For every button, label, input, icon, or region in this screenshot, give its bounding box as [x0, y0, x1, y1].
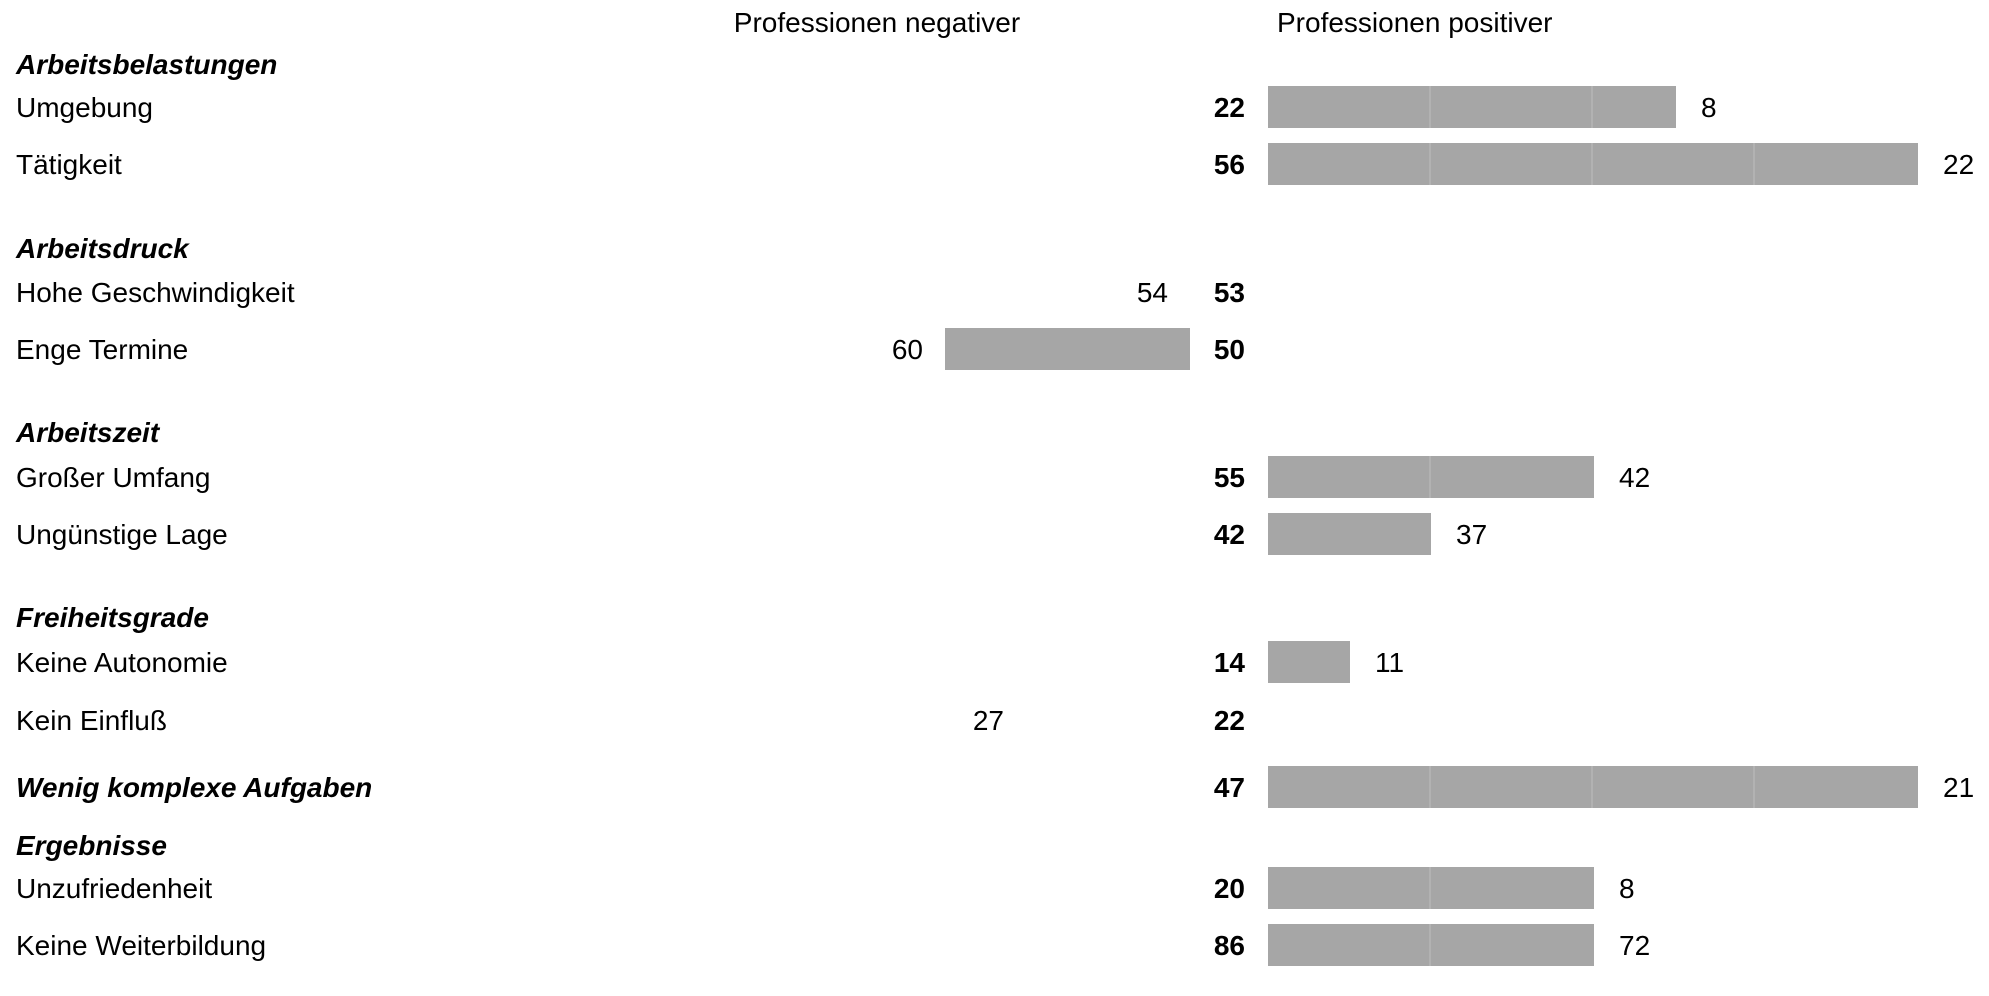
center-value-taetigkeit: 56 — [1214, 149, 1245, 180]
center-value-kein-einfluss: 22 — [1214, 705, 1245, 736]
section-label-freiheitsgrade: Freiheitsgrade — [16, 602, 209, 633]
center-value-keine-weiterbildung: 86 — [1214, 930, 1245, 961]
positive-bar-umgebung — [1268, 86, 1676, 128]
negative-value-hohe-geschwindigkeit: 54 — [1137, 277, 1168, 308]
header-professionen-positiver: Professionen positiver — [1277, 7, 1552, 38]
row-label-grosser-umfang: Großer Umfang — [16, 462, 211, 493]
center-value-unzufriedenheit: 20 — [1214, 873, 1245, 904]
negative-value-enge-termine: 60 — [892, 334, 923, 365]
row-label-keine-autonomie: Keine Autonomie — [16, 647, 228, 678]
positive-value-unguenstige-lage: 37 — [1456, 519, 1487, 550]
negative-bar-enge-termine — [945, 328, 1190, 370]
positive-value-grosser-umfang: 42 — [1619, 462, 1650, 493]
center-value-grosser-umfang: 55 — [1214, 462, 1245, 493]
section-label-arbeitsbelastungen: Arbeitsbelastungen — [15, 49, 277, 80]
row-label-taetigkeit: Tätigkeit — [16, 149, 122, 180]
positive-bar-keine-weiterbildung — [1268, 924, 1594, 966]
center-value-unguenstige-lage: 42 — [1214, 519, 1245, 550]
section-label-ergebnisse: Ergebnisse — [16, 830, 167, 861]
center-value-hohe-geschwindigkeit: 53 — [1214, 277, 1245, 308]
section-label-arbeitsdruck: Arbeitsdruck — [15, 233, 190, 264]
row-label-kein-einfluss: Kein Einfluß — [16, 705, 167, 736]
center-value-enge-termine: 50 — [1214, 334, 1245, 365]
row-label-wenig-komplexe-aufgaben: Wenig komplexe Aufgaben — [16, 772, 372, 803]
row-label-umgebung: Umgebung — [16, 92, 153, 123]
positive-bar-wenig-komplexe-aufgaben — [1268, 766, 1918, 808]
positive-value-umgebung: 8 — [1701, 92, 1717, 123]
row-label-unguenstige-lage: Ungünstige Lage — [16, 519, 228, 550]
positive-value-unzufriedenheit: 8 — [1619, 873, 1635, 904]
positive-value-taetigkeit: 22 — [1943, 149, 1974, 180]
row-label-hohe-geschwindigkeit: Hohe Geschwindigkeit — [16, 277, 295, 308]
chart-rows: Arbeitsbelastungen Umgebung 22 8 Tätigkeit 56… — [15, 49, 1974, 966]
positive-bar-unguenstige-lage — [1268, 513, 1431, 555]
positive-bar-unzufriedenheit — [1268, 867, 1594, 909]
center-value-keine-autonomie: 14 — [1214, 647, 1246, 678]
row-label-enge-termine: Enge Termine — [16, 334, 188, 365]
row-label-unzufriedenheit: Unzufriedenheit — [16, 873, 212, 904]
positive-bar-grosser-umfang — [1268, 456, 1594, 498]
positive-bar-keine-autonomie — [1268, 641, 1350, 683]
positive-value-wenig-komplexe-aufgaben: 21 — [1943, 772, 1974, 803]
center-value-wenig-komplexe-aufgaben: 47 — [1214, 772, 1245, 803]
negative-value-kein-einfluss: 27 — [973, 705, 1004, 736]
positive-bar-taetigkeit — [1268, 143, 1918, 185]
row-label-keine-weiterbildung: Keine Weiterbildung — [16, 930, 266, 961]
center-value-umgebung: 22 — [1214, 92, 1245, 123]
positive-value-keine-autonomie: 11 — [1375, 647, 1404, 678]
header-professionen-negativer: Professionen negativer — [734, 7, 1020, 38]
section-label-arbeitszeit: Arbeitszeit — [15, 417, 161, 448]
positive-value-keine-weiterbildung: 72 — [1619, 930, 1650, 961]
